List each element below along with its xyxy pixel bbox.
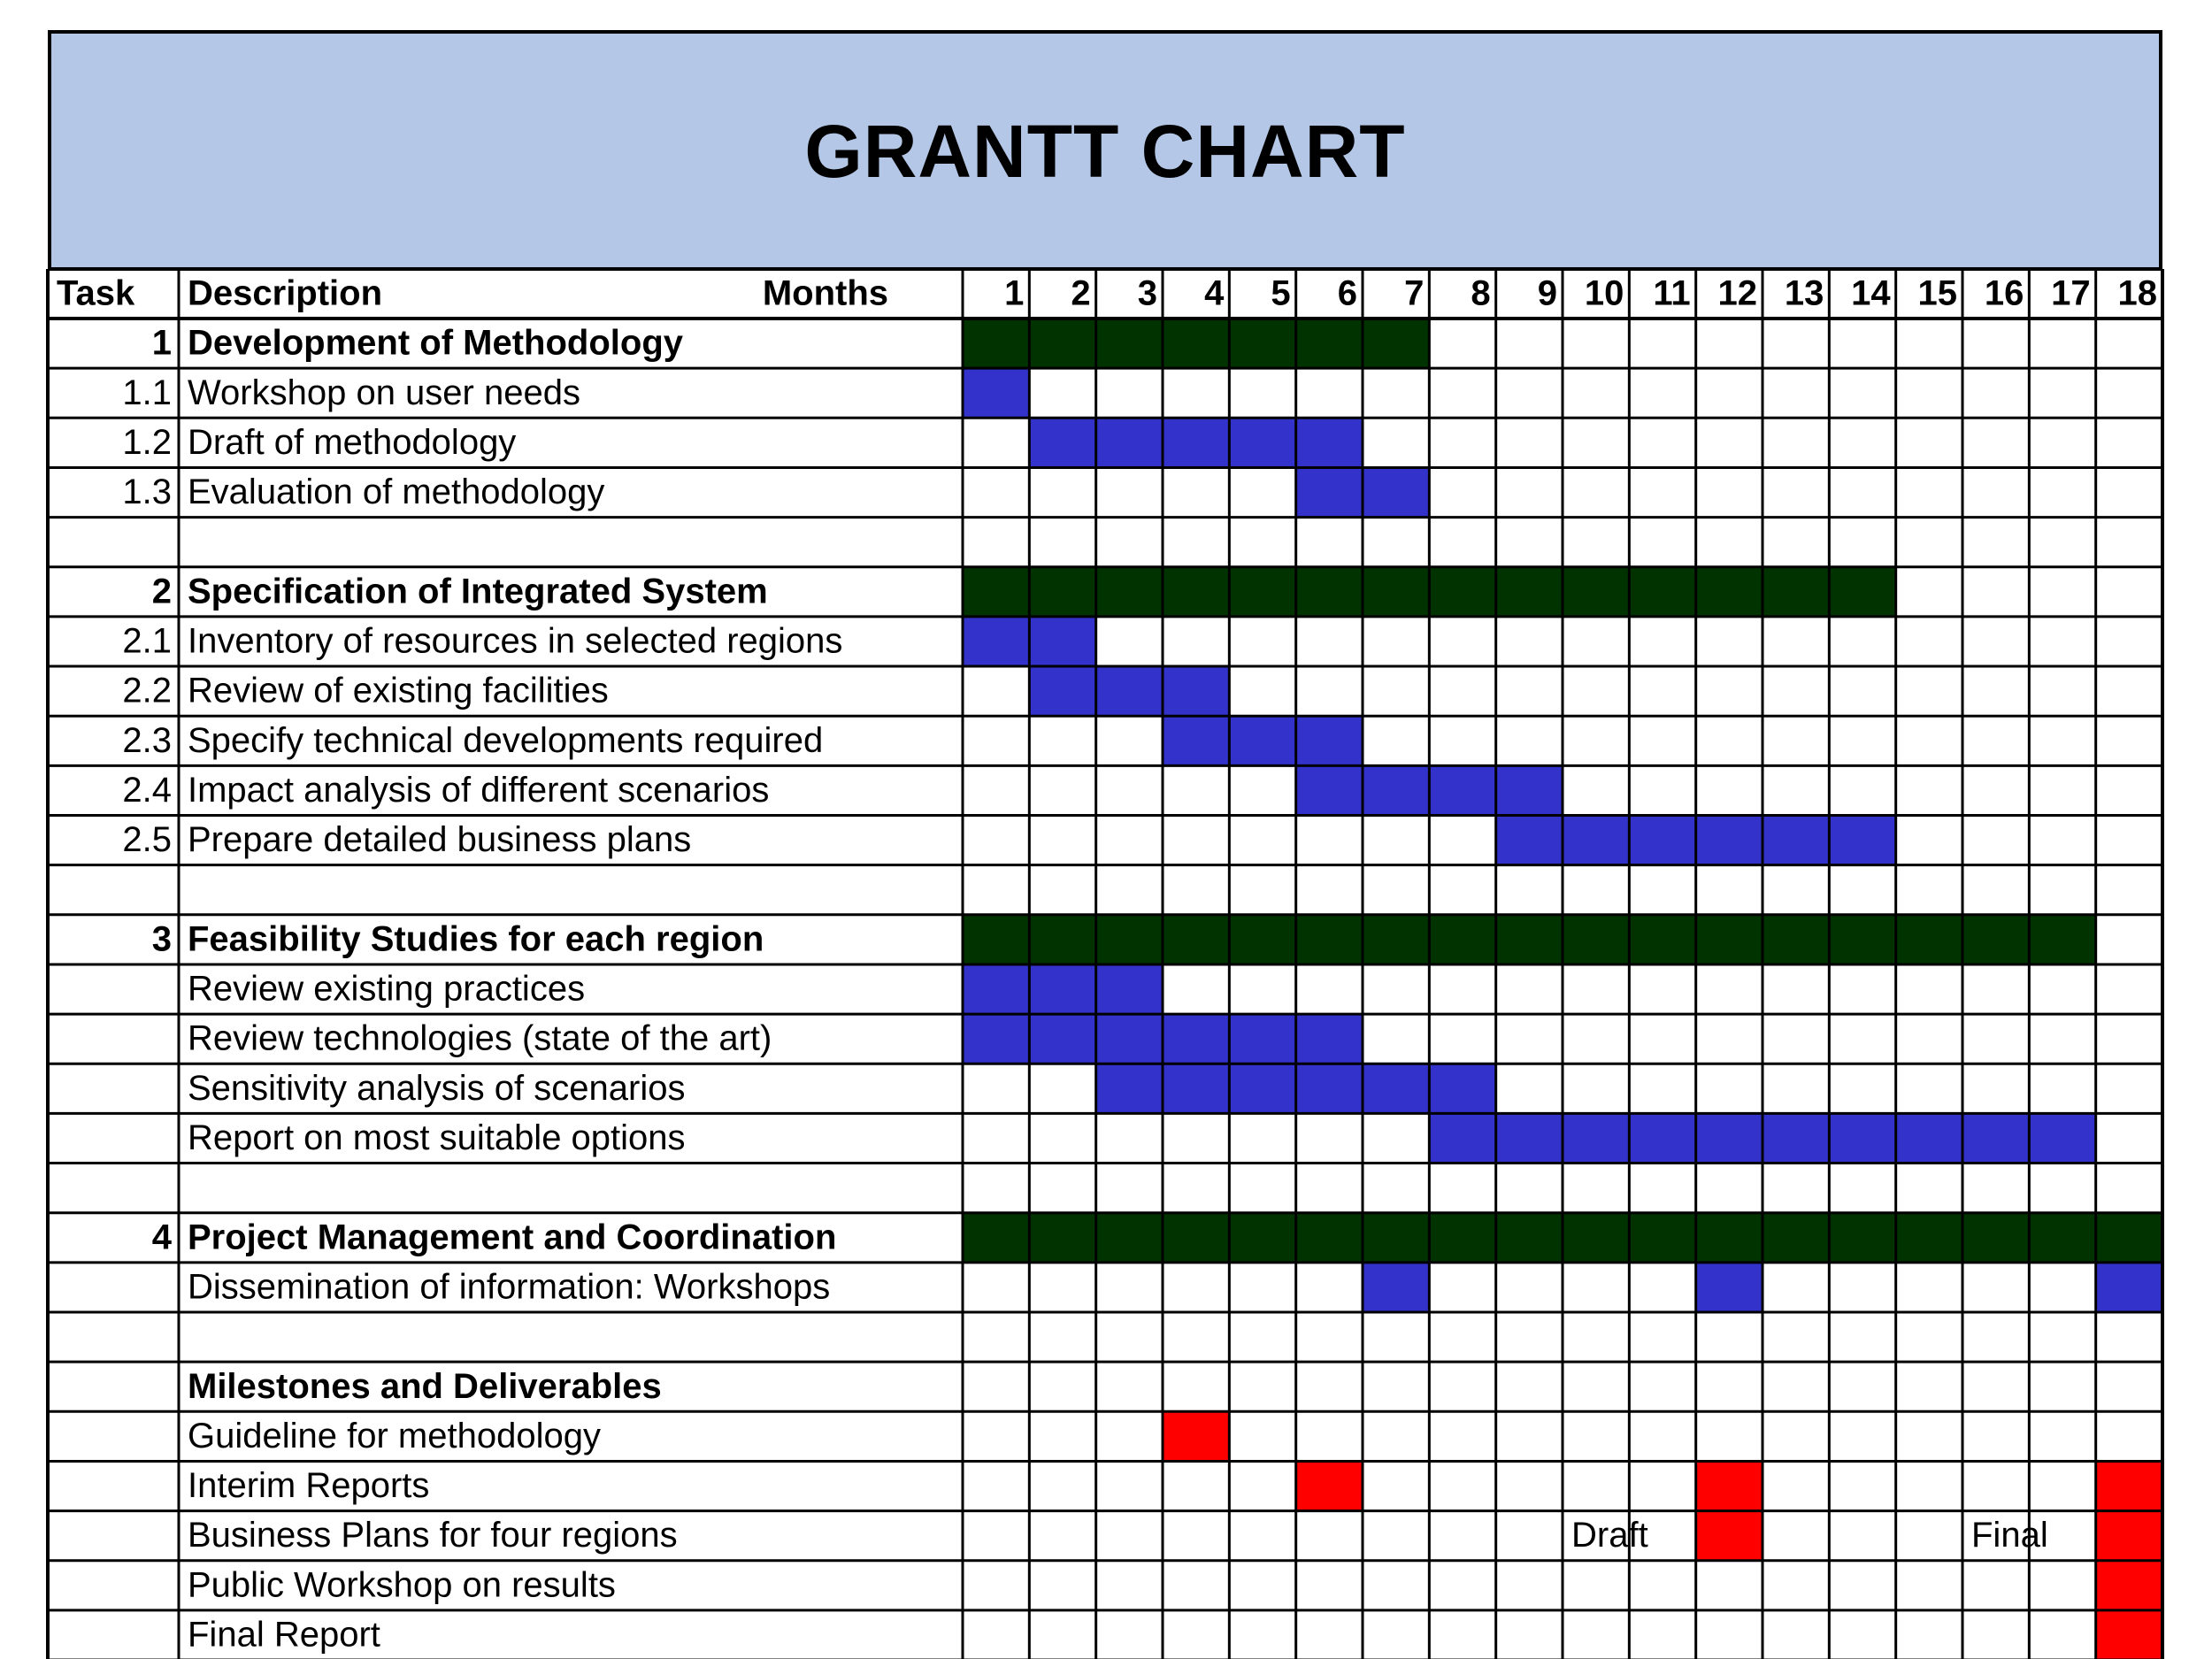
- header-description: Description: [188, 274, 382, 313]
- task-description: Impact analysis of different scenarios: [188, 771, 769, 810]
- month-label: 17: [2051, 274, 2091, 313]
- task-bar: [1029, 666, 1230, 717]
- task-bar: [1695, 1262, 1763, 1312]
- task-description: Draft of methodology: [188, 423, 516, 462]
- task-description: Milestones and Deliverables: [188, 1367, 662, 1406]
- task-description: Workshop on user needs: [188, 373, 580, 412]
- month-label: 9: [1538, 274, 1557, 313]
- month-label: 2: [1071, 274, 1090, 313]
- task-number: 4: [152, 1217, 173, 1256]
- task-description: Specification of Integrated System: [188, 572, 768, 611]
- month-label: 18: [2118, 274, 2158, 313]
- chart-title: GRANTT CHART: [804, 109, 1406, 193]
- task-description: Feasibility Studies for each region: [188, 919, 764, 958]
- task-bar: [1163, 716, 1363, 766]
- month-label: 14: [1851, 274, 1891, 313]
- task-description: Prepare detailed business plans: [188, 820, 691, 859]
- task-number: 2: [152, 572, 172, 611]
- task-number: 2.5: [122, 820, 172, 859]
- task-number: 2.2: [122, 672, 172, 710]
- month-label: 7: [1404, 274, 1424, 313]
- task-bar: [1363, 1262, 1430, 1312]
- title-band: GRANTT CHART: [48, 30, 2162, 269]
- month-label: 5: [1271, 274, 1290, 313]
- task-bar: [963, 368, 1030, 419]
- task-bar: [2095, 1262, 2162, 1312]
- task-number: 1: [152, 324, 172, 363]
- milestone-bar: [2095, 1461, 2162, 1511]
- summary-bar: [963, 319, 1430, 369]
- task-description: Report on most suitable options: [188, 1118, 686, 1157]
- milestone-bar: [2095, 1560, 2162, 1610]
- task-description: Guideline for methodology: [188, 1417, 601, 1455]
- task-description: Review of existing facilities: [188, 672, 609, 710]
- milestone-bar: [2095, 1510, 2162, 1561]
- task-bar: [1029, 418, 1363, 468]
- month-label: 12: [1718, 274, 1758, 313]
- task-description: Development of Methodology: [188, 324, 684, 363]
- task-number: 2.4: [122, 771, 172, 810]
- month-label: 11: [1653, 274, 1690, 313]
- header-months: Months: [763, 274, 888, 313]
- task-number: 1.1: [122, 373, 172, 412]
- task-description: Dissemination of information: Workshops: [188, 1267, 830, 1306]
- month-label: 13: [1785, 274, 1824, 313]
- month-label: 15: [1918, 274, 1958, 313]
- task-description: Inventory of resources in selected regio…: [188, 622, 842, 661]
- deliverable-note: Final: [1971, 1516, 2048, 1555]
- task-description: Interim Reports: [188, 1466, 429, 1505]
- task-bar: [963, 964, 1163, 1015]
- task-number: 2.1: [122, 622, 172, 661]
- month-label: 10: [1585, 274, 1624, 313]
- deliverable-note: Draft: [1571, 1516, 1648, 1555]
- task-description: Evaluation of methodology: [188, 472, 604, 511]
- task-description: Sensitivity analysis of scenarios: [188, 1069, 685, 1108]
- task-number: 2.3: [122, 721, 172, 760]
- milestone-bar: [1295, 1461, 1363, 1511]
- task-description: Public Workshop on results: [188, 1565, 616, 1604]
- milestone-bar: [2095, 1609, 2162, 1659]
- milestone-bar: [1695, 1510, 1763, 1561]
- task-description: Final Report: [188, 1616, 380, 1655]
- task-number: 3: [152, 919, 172, 958]
- month-label: 3: [1138, 274, 1157, 313]
- milestone-bar: [1163, 1411, 1230, 1462]
- task-number: 1.3: [122, 472, 172, 511]
- task-description: Review existing practices: [188, 970, 585, 1009]
- task-number: 1.2: [122, 423, 172, 462]
- month-label: 4: [1204, 274, 1225, 313]
- summary-bar: [963, 914, 2096, 964]
- task-description: Business Plans for four regions: [188, 1516, 678, 1555]
- month-label: 1: [1004, 274, 1024, 313]
- task-description: Review technologies (state of the art): [188, 1019, 772, 1058]
- task-description: Project Management and Coordination: [188, 1217, 836, 1256]
- milestone-bar: [1695, 1461, 1763, 1511]
- task-description: Specify technical developments required: [188, 721, 823, 760]
- month-label: 16: [1985, 274, 2024, 313]
- header-task: Task: [57, 274, 135, 313]
- month-label: 8: [1471, 274, 1490, 313]
- month-label: 6: [1338, 274, 1357, 313]
